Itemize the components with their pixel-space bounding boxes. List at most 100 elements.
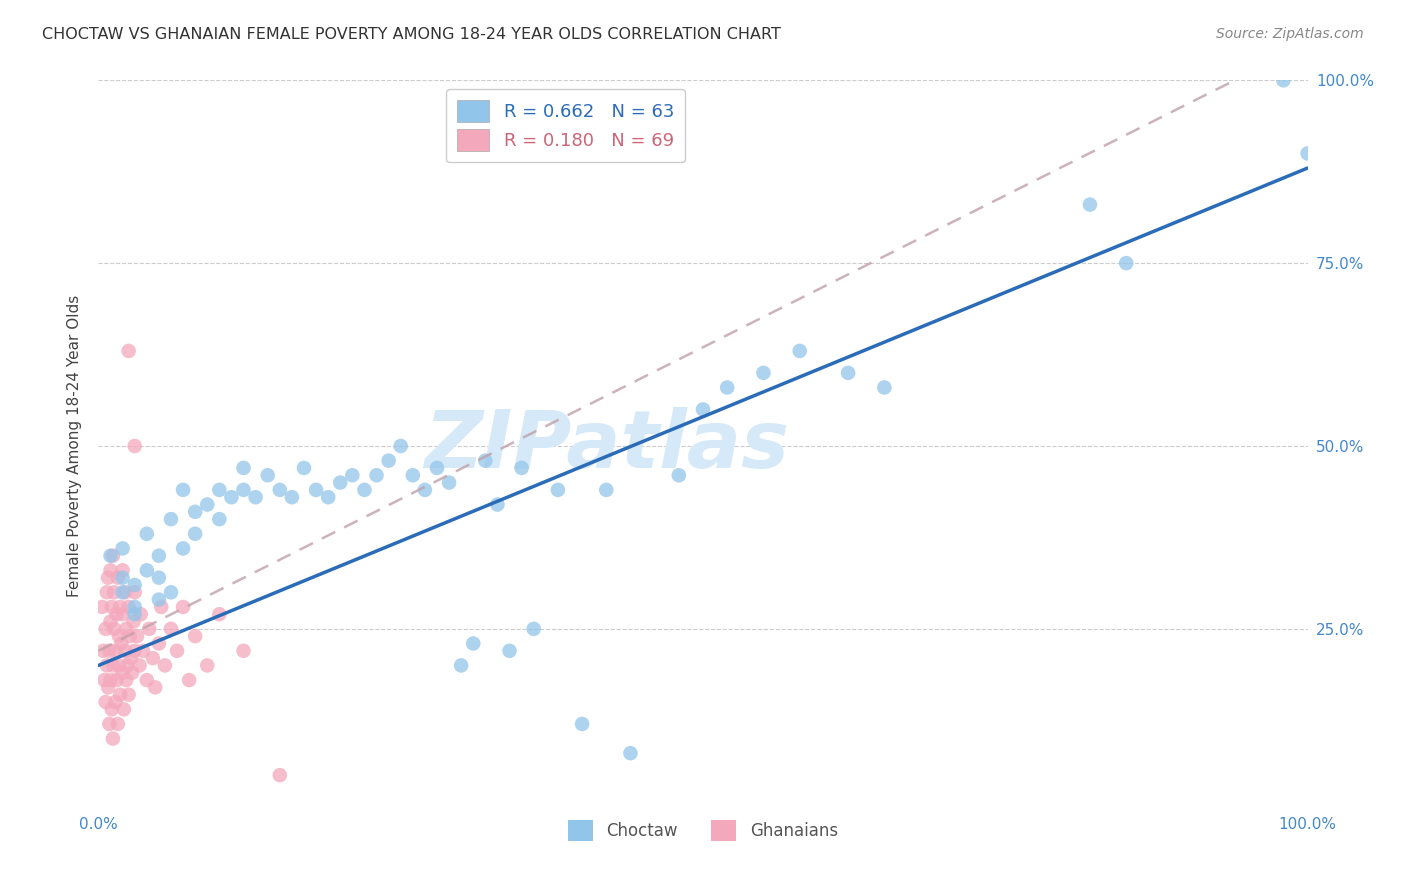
Point (184, 629, 207, 643)
Point (111, 571, 134, 585)
Text: CHOCTAW VS GHANAIAN FEMALE POVERTY AMONG 18-24 YEAR OLDS CORRELATION CHART: CHOCTAW VS GHANAIAN FEMALE POVERTY AMONG… (42, 27, 782, 42)
Point (837, 366, 859, 380)
Point (93, 673, 115, 687)
Point (118, 629, 141, 643)
Point (547, 483, 569, 497)
Point (160, 512, 183, 526)
Point (100, 702, 122, 716)
Point (148, 571, 170, 585)
Point (208, 512, 231, 526)
Point (103, 585, 125, 599)
Point (873, 380, 896, 394)
Point (120, 651, 142, 665)
Point (413, 483, 436, 497)
Point (148, 549, 170, 563)
Point (94, 622, 117, 636)
Point (195, 498, 218, 512)
Point (115, 673, 138, 687)
Point (692, 402, 714, 417)
Point (108, 629, 131, 643)
Point (179, 673, 201, 687)
Point (101, 658, 124, 673)
Point (1078, 197, 1101, 211)
Point (104, 644, 127, 658)
Point (129, 607, 152, 622)
Point (124, 599, 146, 614)
Point (595, 483, 617, 497)
Point (150, 599, 173, 614)
Point (377, 453, 399, 467)
Point (97, 681, 120, 695)
Point (127, 629, 149, 643)
Point (96, 585, 118, 599)
Point (184, 526, 207, 541)
Point (208, 483, 231, 497)
Point (98, 717, 121, 731)
Point (101, 731, 124, 746)
Point (111, 665, 134, 680)
Point (716, 380, 738, 394)
Point (221, 490, 243, 504)
Point (111, 585, 134, 599)
Point (305, 483, 328, 497)
Point (402, 468, 425, 483)
Point (232, 644, 254, 658)
Point (118, 688, 141, 702)
Point (474, 453, 496, 467)
Point (108, 599, 131, 614)
Point (437, 475, 460, 490)
Point (148, 592, 170, 607)
Point (232, 483, 254, 497)
Point (124, 585, 146, 599)
Point (124, 439, 146, 453)
Point (122, 615, 145, 629)
Point (118, 599, 141, 614)
Point (135, 563, 157, 577)
Legend: Choctaw, Ghanaians: Choctaw, Ghanaians (561, 814, 845, 847)
Point (100, 549, 122, 563)
Point (111, 607, 134, 622)
Point (232, 461, 254, 475)
Y-axis label: Female Poverty Among 18-24 Year Olds: Female Poverty Among 18-24 Year Olds (67, 295, 83, 597)
Point (789, 343, 811, 358)
Point (121, 665, 143, 680)
Point (96, 658, 118, 673)
Point (172, 599, 194, 614)
Point (148, 636, 170, 650)
Point (108, 688, 131, 702)
Point (1272, 73, 1295, 87)
Point (450, 658, 472, 673)
Point (353, 483, 375, 497)
Point (135, 673, 157, 687)
Point (668, 468, 690, 483)
Point (316, 490, 339, 504)
Point (138, 622, 160, 636)
Point (100, 615, 122, 629)
Point (100, 563, 122, 577)
Point (91, 599, 114, 614)
Point (124, 644, 146, 658)
Point (143, 681, 166, 695)
Point (110, 636, 132, 650)
Point (128, 658, 150, 673)
Point (114, 644, 136, 658)
Point (107, 717, 129, 731)
Point (281, 490, 304, 504)
Point (101, 549, 124, 563)
Point (342, 468, 364, 483)
Point (463, 636, 485, 650)
Point (105, 673, 128, 687)
Point (103, 622, 125, 636)
Point (510, 461, 533, 475)
Point (117, 658, 139, 673)
Point (112, 702, 135, 716)
Point (91, 644, 114, 658)
Point (329, 475, 352, 490)
Point (195, 658, 218, 673)
Point (184, 505, 207, 519)
Point (100, 599, 122, 614)
Point (124, 578, 146, 592)
Point (389, 439, 412, 453)
Point (256, 468, 278, 483)
Point (104, 695, 127, 709)
